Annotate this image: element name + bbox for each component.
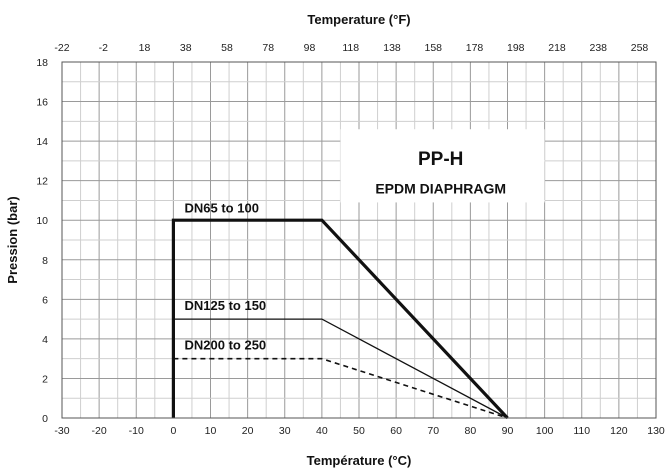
- x-top-tick-label: 178: [466, 42, 484, 54]
- x-tick-label: -30: [54, 425, 69, 437]
- x-tick-label: 40: [316, 425, 328, 437]
- x-top-tick-labels: -22 -2 18 38 58 78 98 118 138 158 178 198 218 238 258: [54, 42, 648, 54]
- x-tick-label: 120: [610, 425, 628, 437]
- x-tick-label: 90: [502, 425, 514, 437]
- x-tick-label: 100: [536, 425, 554, 437]
- x-top-tick-label: 258: [631, 42, 649, 54]
- y-axis-title: Pression (bar): [5, 196, 20, 283]
- x-top-tick-label: 98: [304, 42, 316, 54]
- y-tick-label: 16: [36, 97, 48, 109]
- x-tick-label: 80: [465, 425, 477, 437]
- series-line: [173, 318, 508, 419]
- info-box-title: PP-H: [418, 149, 463, 170]
- y-tick-label: 2: [42, 373, 48, 385]
- x-top-tick-label: 78: [262, 42, 274, 54]
- series-label: DN125 to 150: [185, 298, 267, 313]
- x-top-tick-label: 198: [507, 42, 525, 54]
- x-top-tick-label: -22: [54, 42, 69, 54]
- series-line: [173, 357, 508, 419]
- x-tick-label: 30: [279, 425, 291, 437]
- x-tick-label: -20: [92, 425, 107, 437]
- x-top-tick-label: 218: [548, 42, 566, 54]
- x-tick-label: 20: [242, 425, 254, 437]
- y-tick-label: 6: [42, 294, 48, 306]
- y-tick-label: 10: [36, 215, 48, 227]
- x-top-tick-label: 38: [180, 42, 192, 54]
- y-tick-label: 0: [42, 413, 48, 425]
- info-box: [340, 129, 545, 203]
- x-tick-label: 60: [390, 425, 402, 437]
- series-group: DN65 to 100 DN125 to 150 DN200 to 250: [171, 200, 509, 420]
- x-axis-title: Température (°C): [307, 453, 412, 468]
- x-top-axis-title: Temperature (°F): [307, 12, 410, 27]
- y-tick-label: 12: [36, 176, 48, 188]
- x-tick-label: 0: [170, 425, 176, 437]
- plot-frame: [61, 61, 657, 419]
- x-tick-label: 110: [573, 425, 590, 437]
- info-box-subtitle: EPDM DIAPHRAGM: [375, 181, 506, 197]
- series-label: DN65 to 100: [185, 200, 259, 215]
- x-tick-label: 130: [647, 425, 665, 437]
- y-tick-label: 8: [42, 255, 48, 267]
- y-tick-label: 14: [36, 136, 48, 148]
- x-tick-label: 50: [353, 425, 365, 437]
- x-top-tick-label: 158: [424, 42, 442, 54]
- x-tick-label: 10: [205, 425, 217, 437]
- y-tick-label: 4: [42, 334, 48, 346]
- x-top-tick-label: 18: [139, 42, 151, 54]
- y-tick-labels: 0 2 4 6 8 10 12 14 16 18: [36, 57, 48, 425]
- x-top-tick-label: 138: [383, 42, 401, 54]
- x-top-tick-label: 58: [221, 42, 233, 54]
- x-top-tick-label: 118: [342, 42, 359, 54]
- x-tick-label: -10: [129, 425, 144, 437]
- x-top-tick-label: 238: [589, 42, 607, 54]
- series-label: DN200 to 250: [185, 338, 267, 353]
- x-tick-labels: -30 -20 -10 0 10 20 30 40 50 60 70 80 90 100 110 120 130: [54, 425, 665, 437]
- x-tick-label: 70: [427, 425, 439, 437]
- y-tick-label: 18: [36, 57, 48, 69]
- x-top-tick-label: -2: [99, 42, 108, 54]
